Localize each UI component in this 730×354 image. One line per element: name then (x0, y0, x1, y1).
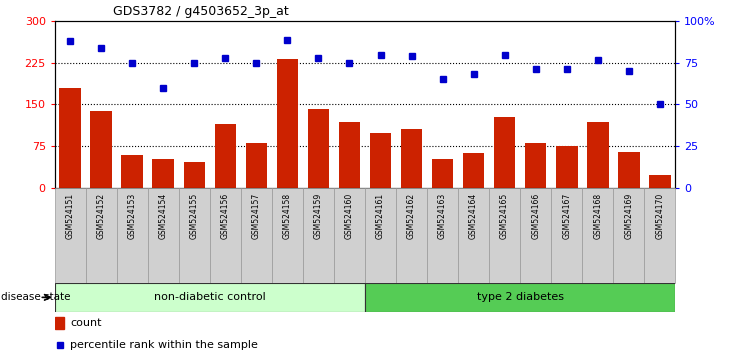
Bar (117, 188, 147, 283)
Text: GSM524159: GSM524159 (314, 193, 323, 239)
Bar (183, 161, 205, 188)
Bar (463, 153, 485, 188)
Bar (365, 283, 675, 312)
Bar (649, 176, 671, 188)
Bar (583, 188, 613, 283)
Bar (458, 188, 489, 283)
Text: percentile rank within the sample: percentile rank within the sample (70, 339, 258, 350)
Bar (556, 146, 577, 188)
Bar (303, 188, 334, 283)
Text: GSM524168: GSM524168 (593, 193, 602, 239)
Bar (91, 111, 112, 188)
Text: GSM524156: GSM524156 (221, 193, 230, 239)
Text: non-diabetic control: non-diabetic control (154, 292, 266, 302)
Bar (307, 109, 329, 188)
Text: GDS3782 / g4503652_3p_at: GDS3782 / g4503652_3p_at (113, 5, 289, 18)
Bar (339, 122, 361, 188)
Bar (153, 159, 174, 188)
Bar (525, 143, 547, 188)
Bar (241, 188, 272, 283)
Bar (277, 59, 299, 188)
Text: GSM524151: GSM524151 (66, 193, 74, 239)
Text: GSM524166: GSM524166 (531, 193, 540, 239)
Text: GSM524169: GSM524169 (624, 193, 633, 239)
Text: GSM524162: GSM524162 (407, 193, 416, 239)
Bar (334, 188, 365, 283)
Text: GSM524154: GSM524154 (159, 193, 168, 239)
Bar (215, 124, 237, 188)
Text: GSM524158: GSM524158 (283, 193, 292, 239)
Bar (121, 155, 143, 188)
Bar (645, 188, 675, 283)
Bar (365, 188, 396, 283)
Text: GSM524152: GSM524152 (97, 193, 106, 239)
Bar (613, 188, 645, 283)
Text: GSM524163: GSM524163 (438, 193, 447, 239)
Text: GSM524161: GSM524161 (376, 193, 385, 239)
Bar (396, 188, 427, 283)
Bar (179, 188, 210, 283)
Text: GSM524160: GSM524160 (345, 193, 354, 239)
Text: GSM524153: GSM524153 (128, 193, 137, 239)
Bar (401, 130, 423, 188)
Bar (59, 88, 81, 188)
Bar (55, 188, 86, 283)
Text: GSM524164: GSM524164 (469, 193, 478, 239)
Text: GSM524165: GSM524165 (500, 193, 509, 239)
Text: GSM524167: GSM524167 (562, 193, 571, 239)
Text: type 2 diabetes: type 2 diabetes (477, 292, 564, 302)
Text: disease state: disease state (1, 292, 70, 302)
Text: count: count (70, 318, 101, 327)
Bar (493, 116, 515, 188)
Bar (520, 188, 551, 283)
Bar (551, 188, 583, 283)
Bar (427, 188, 458, 283)
Text: GSM524155: GSM524155 (190, 193, 199, 239)
Bar (587, 122, 609, 188)
Bar (618, 152, 639, 188)
Bar (369, 133, 391, 188)
Bar (55, 283, 365, 312)
Text: GSM524170: GSM524170 (656, 193, 664, 239)
Bar (210, 188, 241, 283)
Text: GSM524157: GSM524157 (252, 193, 261, 239)
Bar (431, 159, 453, 188)
Bar (245, 143, 267, 188)
Bar (147, 188, 179, 283)
Bar (489, 188, 520, 283)
Bar (86, 188, 117, 283)
Bar (272, 188, 303, 283)
Bar (55, 316, 64, 329)
